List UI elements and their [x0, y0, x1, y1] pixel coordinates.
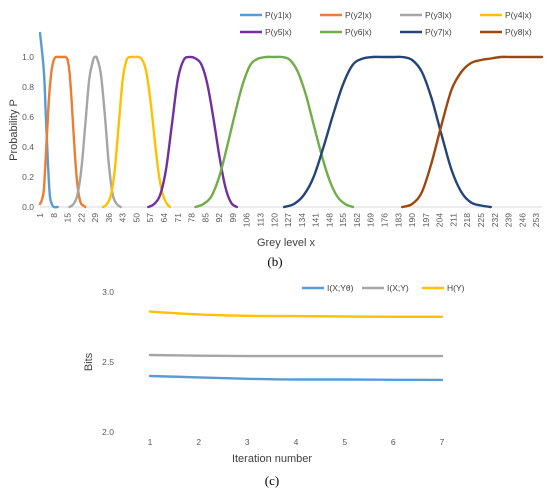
series-line-p-y7-x	[282, 55, 492, 209]
chart-b-xlabel: Grey level x	[257, 237, 316, 249]
legend-label-h-y: H(Y)	[447, 283, 465, 293]
chart-b-panel-label: (b)	[267, 254, 282, 269]
chart-b: P(y1|x) P(y2|x) P(y3|x) P(y4|x) P(y5|x) P(y6|…	[8, 10, 544, 269]
legend-label-p-y6-x: P(y6|x)	[345, 27, 372, 37]
chart-b-xtick-label: 57	[145, 213, 155, 223]
chart-b-xtick-label: 162	[352, 213, 362, 227]
chart-b-xtick-label: 246	[517, 213, 527, 227]
chart-b-ytick-label: 0.2	[22, 172, 34, 182]
chart-b-xtick-label: 15	[63, 213, 73, 223]
series-line-p-y4-x	[101, 55, 172, 209]
legend-label-i-x-y: I(X;Y)	[387, 283, 409, 293]
chart-c-xtick-label: 3	[245, 437, 250, 447]
legend-label-p-y1-x: P(y1|x)	[265, 10, 292, 20]
chart-b-xtick-label: 176	[380, 213, 390, 227]
chart-c: I(X;Yθ) I(X;Y) H(Y) Bits 2.0 2.5 3.0 1 2 3 4 5 6 7…	[83, 283, 465, 488]
chart-b-xtick-label: 106	[242, 213, 252, 227]
chart-b-xtick-label: 50	[132, 213, 142, 223]
chart-c-ytick-label: 3.0	[102, 287, 114, 297]
chart-b-xtick-label: 127	[283, 213, 293, 227]
chart-b-xtick-label: 218	[462, 213, 472, 227]
chart-b-ytick-label: 0.6	[22, 112, 34, 122]
chart-b-ytick-label: 0.8	[22, 82, 34, 92]
legend-label-p-y8-x: P(y8|x)	[505, 27, 532, 37]
legend-label-p-y3-x: P(y3|x)	[425, 10, 452, 20]
chart-b-ylabel: Probability P	[8, 99, 20, 161]
chart-b-xtick-label: 190	[407, 213, 417, 227]
chart-b-xtick-label: 155	[338, 213, 348, 227]
chart-b-xtick-label: 204	[435, 213, 445, 227]
legend-label-p-y7-x: P(y7|x)	[425, 27, 452, 37]
chart-b-xtick-label: 134	[297, 213, 307, 227]
legend-label-i-x-y: I(X;Yθ)	[327, 283, 354, 293]
chart-b-legend: P(y1|x) P(y2|x) P(y3|x) P(y4|x) P(y5|x) P(y6|…	[240, 10, 532, 37]
chart-b-xtick-label: 141	[311, 213, 321, 227]
chart-b-xtick-label: 148	[324, 213, 334, 227]
chart-c-xtick-label: 1	[148, 437, 153, 447]
chart-b-xticks: 1 8 15 22 29 36 43 50 57 64 71 78 85 92 99 106 113 120 127…	[35, 213, 541, 227]
legend-label-p-y5-x: P(y5|x)	[265, 27, 292, 37]
series-line-i-x-y	[148, 353, 444, 358]
chart-b-xtick-label: 232	[490, 213, 500, 227]
chart-c-xtick-label: 7	[440, 437, 445, 447]
chart-b-xtick-label: 197	[421, 213, 431, 227]
chart-c-ytick-label: 2.5	[102, 357, 114, 367]
chart-b-xtick-label: 85	[200, 213, 210, 223]
series-line-p-y1-x	[38, 31, 59, 209]
chart-b-xtick-label: 169	[366, 213, 376, 227]
chart-b-xtick-label: 239	[504, 213, 514, 227]
chart-b-xtick-label: 8	[49, 213, 59, 218]
chart-b-xtick-label: 92	[214, 213, 224, 223]
chart-b-xtick-label: 64	[159, 213, 169, 223]
chart-c-xtick-label: 4	[294, 437, 299, 447]
chart-b-xtick-label: 183	[393, 213, 403, 227]
chart-c-yticks: 2.0 2.5 3.0	[102, 287, 114, 437]
chart-c-ylabel: Bits	[83, 352, 95, 371]
chart-c-panel-label: (c)	[265, 473, 279, 488]
chart-c-xtick-label: 5	[342, 437, 347, 447]
chart-b-ytick-label: 1.0	[22, 52, 34, 62]
series-line-p-y6-x	[194, 55, 355, 209]
chart-c-xlabel: Iteration number	[232, 453, 312, 465]
chart-b-yticks: 0.0 0.2 0.4 0.6 0.8 1.0	[22, 52, 34, 212]
chart-b-ytick-label: 0.4	[22, 142, 34, 152]
chart-b-xtick-label: 99	[228, 213, 238, 223]
chart-c-legend: I(X;Yθ) I(X;Y) H(Y)	[302, 283, 465, 293]
legend-label-p-y2-x: P(y2|x)	[345, 10, 372, 20]
chart-b-xtick-label: 120	[269, 213, 279, 227]
chart-b-ytick-label: 0.0	[22, 202, 34, 212]
chart-b-xtick-label: 71	[173, 213, 183, 223]
chart-c-ytick-label: 2.0	[102, 427, 114, 437]
chart-b-xtick-label: 29	[90, 213, 100, 223]
chart-c-xticks: 1 2 3 4 5 6 7	[148, 437, 445, 447]
series-line-h-y	[148, 310, 444, 319]
chart-c-xtick-label: 2	[196, 437, 201, 447]
chart-c-series	[148, 310, 444, 382]
chart-b-xtick-label: 1	[35, 213, 45, 218]
chart-b-xtick-label: 36	[104, 213, 114, 223]
chart-b-xtick-label: 113	[256, 213, 266, 227]
series-line-i-x-y	[148, 374, 444, 382]
chart-b-xtick-label: 253	[531, 213, 541, 227]
chart-b-xtick-label: 43	[118, 213, 128, 223]
chart-b-series	[38, 31, 544, 209]
series-line-p-y8-x	[401, 55, 544, 209]
chart-b-xtick-label: 78	[187, 213, 197, 223]
chart-b-xtick-label: 22	[76, 213, 86, 223]
legend-label-p-y4-x: P(y4|x)	[505, 10, 532, 20]
series-line-p-y2-x	[38, 55, 87, 209]
chart-c-xtick-label: 6	[391, 437, 396, 447]
series-line-p-y5-x	[147, 55, 239, 209]
chart-b-xtick-label: 211	[448, 213, 458, 227]
chart-b-xtick-label: 225	[476, 213, 486, 227]
